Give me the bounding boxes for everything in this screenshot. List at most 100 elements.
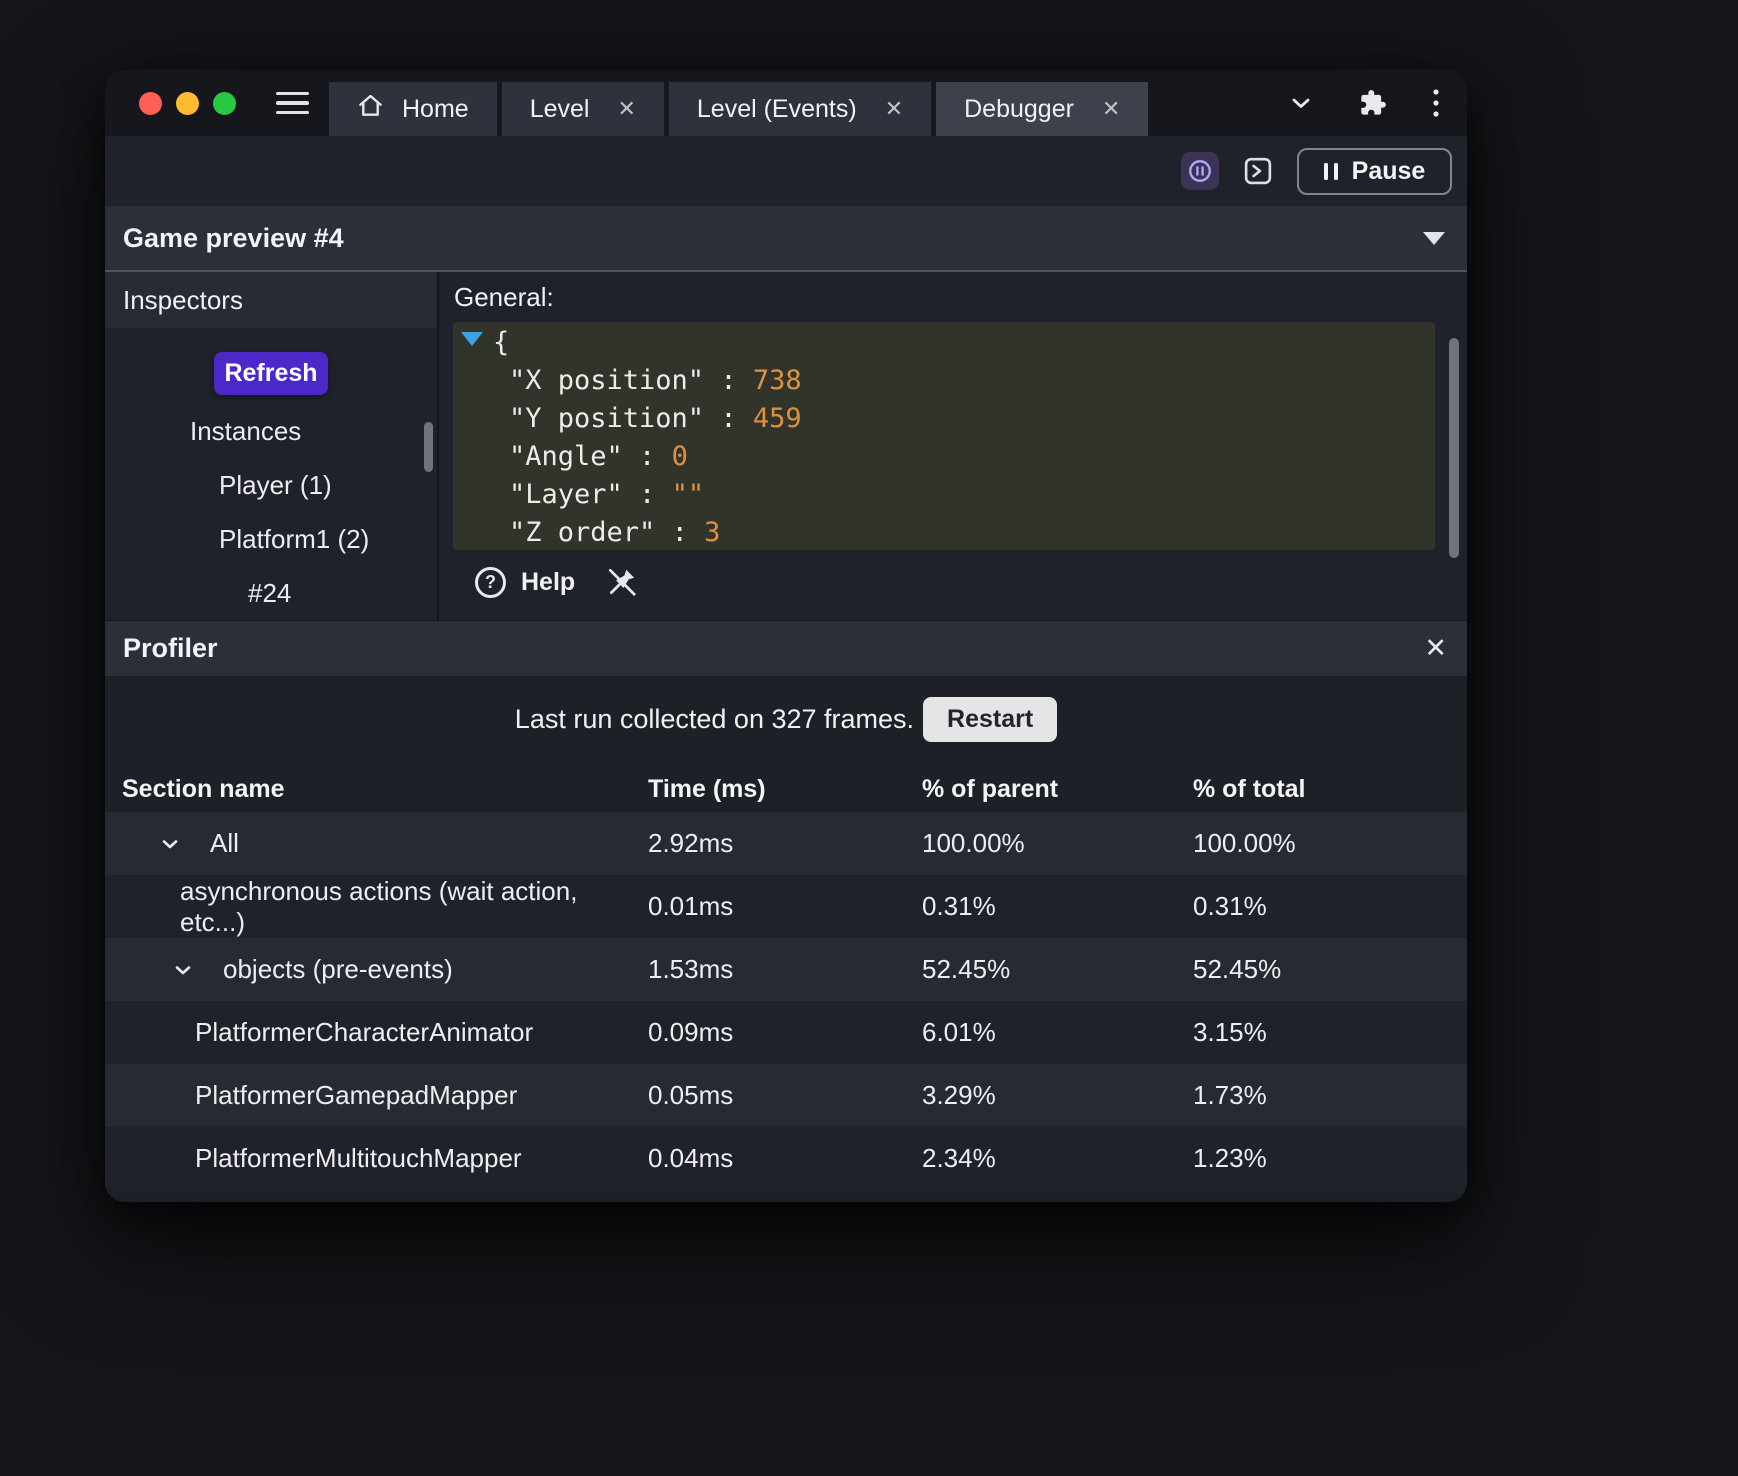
json-colon: : [622, 479, 672, 510]
editor-tabs: Home Level ✕ Level (Events) ✕ Debugger ✕ [329, 82, 1149, 136]
minimize-window-button[interactable] [176, 91, 199, 115]
kebab-menu-icon[interactable] [1431, 87, 1441, 119]
json-colon: : [655, 517, 705, 548]
json-value: 3 [704, 517, 721, 548]
inspector-item-player[interactable]: Player (1) [219, 469, 332, 500]
json-property-view: { "X position" : 738 "Y position" : 459 … [453, 322, 1435, 550]
collapse-chevron-icon[interactable] [1423, 231, 1445, 245]
json-value: "" [671, 479, 705, 510]
close-window-button[interactable] [139, 91, 162, 115]
app-window: Home Level ✕ Level (Events) ✕ Debugger ✕ [105, 70, 1467, 1202]
debugger-pause-overlay-icon[interactable] [1181, 152, 1219, 190]
game-preview-title: Game preview #4 [123, 222, 344, 253]
column-percent-parent: % of parent [922, 774, 1059, 803]
pause-button[interactable]: Pause [1297, 147, 1452, 195]
section-time: 1.53ms [648, 954, 734, 984]
inspector-tree: Instances Player (1) Platform1 (2) #24 [105, 404, 437, 620]
section-time: 0.09ms [648, 1017, 734, 1047]
json-value: 459 [752, 403, 802, 434]
json-key: "Z order" [509, 517, 656, 548]
debugger-split-view: Inspectors Refresh Instances Player (1) … [105, 272, 1467, 620]
json-key: "Layer" [509, 479, 623, 510]
window-controls [139, 90, 329, 116]
chevron-down-icon[interactable] [155, 829, 185, 859]
section-name: All [210, 828, 239, 858]
chevron-down-icon[interactable] [1287, 89, 1315, 117]
json-colon: : [704, 365, 753, 396]
json-collapse-triangle-icon[interactable] [461, 332, 483, 346]
tab-level[interactable]: Level ✕ [501, 82, 664, 136]
section-percent-parent: 6.01% [922, 1017, 996, 1047]
pause-icon [1323, 162, 1338, 180]
extensions-puzzle-icon[interactable] [1359, 89, 1387, 117]
section-percent-parent: 2.34% [922, 1143, 996, 1173]
profiler-table-header: Section name Time (ms) % of parent % of … [105, 766, 1467, 812]
section-percent-total: 1.23% [1193, 1143, 1267, 1173]
json-property-row: "X position" : 738 [453, 362, 1435, 400]
close-tab-icon[interactable]: ✕ [617, 96, 636, 121]
close-profiler-icon[interactable]: ✕ [1424, 633, 1447, 663]
section-percent-parent: 0.31% [922, 891, 996, 921]
json-value: 738 [752, 365, 802, 396]
section-percent-total: 3.15% [1193, 1017, 1267, 1047]
tab-debugger[interactable]: Debugger ✕ [936, 82, 1149, 136]
table-row: PlatformerGamepadMapper 0.05ms 3.29% 1.7… [105, 1064, 1467, 1127]
section-percent-total: 1.73% [1193, 1080, 1267, 1110]
chevron-down-icon[interactable] [168, 955, 198, 985]
help-question-icon[interactable]: ? [475, 566, 506, 598]
home-icon [357, 92, 384, 126]
json-key: "Y position" [509, 403, 705, 434]
section-name: PlatformerMultitouchMapper [195, 1143, 522, 1173]
tab-label: Debugger [964, 94, 1074, 123]
profiler-body: Last run collected on 327 frames. Restar… [105, 676, 1467, 1202]
json-key: "Angle" [509, 441, 623, 472]
inspectors-scrollbar[interactable] [424, 422, 433, 472]
json-colon: : [622, 441, 672, 472]
section-time: 2.92ms [648, 828, 734, 858]
section-percent-parent: 52.45% [922, 954, 1011, 984]
tab-home[interactable]: Home [329, 82, 497, 136]
close-tab-icon[interactable]: ✕ [884, 96, 904, 121]
tab-label: Level (Events) [696, 94, 857, 123]
json-property-row: "Y position" : 459 [453, 400, 1435, 438]
section-percent-parent: 100.00% [922, 828, 1025, 858]
section-name: asynchronous actions (wait action, etc..… [180, 875, 578, 937]
section-time: 0.05ms [648, 1080, 734, 1110]
profiler-title: Profiler [123, 633, 218, 663]
main-menu-icon[interactable] [276, 90, 309, 116]
tab-label: Home [402, 94, 469, 123]
tab-level-events[interactable]: Level (Events) ✕ [668, 82, 932, 136]
restart-button[interactable]: Restart [923, 696, 1058, 742]
column-time: Time (ms) [648, 774, 766, 803]
table-row[interactable]: objects (pre-events) 1.53ms 52.45% 52.45… [105, 938, 1467, 1001]
inspector-item-24[interactable]: #24 [248, 577, 292, 608]
zoom-window-button[interactable] [213, 91, 236, 115]
json-property-row: "Angle" : 0 [453, 438, 1435, 476]
inspector-item-platform1[interactable]: Platform1 (2) [219, 523, 370, 554]
help-button[interactable]: Help [521, 567, 576, 596]
profiler-table: All 2.92ms 100.00% 100.00% asynchronous … [105, 812, 1467, 1190]
section-percent-total: 100.00% [1193, 828, 1296, 858]
general-scrollbar[interactable] [1449, 338, 1459, 558]
general-panel: General: { "X position" : 738 "Y positio… [439, 272, 1467, 620]
console-icon[interactable] [1241, 154, 1275, 188]
refresh-button[interactable]: Refresh [214, 352, 328, 395]
pin-disabled-icon[interactable] [605, 565, 639, 599]
game-preview-header[interactable]: Game preview #4 [105, 206, 1467, 272]
table-row[interactable]: All 2.92ms 100.00% 100.00% [105, 812, 1467, 875]
section-percent-total: 0.31% [1193, 891, 1267, 921]
traffic-lights [139, 91, 236, 115]
section-percent-parent: 3.29% [922, 1080, 996, 1110]
table-row: PlatformerCharacterAnimator 0.09ms 6.01%… [105, 1001, 1467, 1064]
tab-label: Level [529, 94, 590, 123]
inspector-item-instances[interactable]: Instances [190, 415, 302, 446]
column-section-name: Section name [122, 774, 285, 803]
debugger-toolbar: Pause [105, 136, 1467, 206]
section-name: objects (pre-events) [223, 954, 453, 984]
profiler-status-text: Last run collected on 327 frames. [514, 703, 915, 734]
json-property-row: "Z order" : 3 [453, 514, 1435, 552]
json-open-brace: { [493, 327, 510, 358]
section-time: 0.01ms [648, 891, 734, 921]
close-tab-icon[interactable]: ✕ [1101, 96, 1121, 121]
json-key: "X position" [509, 365, 705, 396]
